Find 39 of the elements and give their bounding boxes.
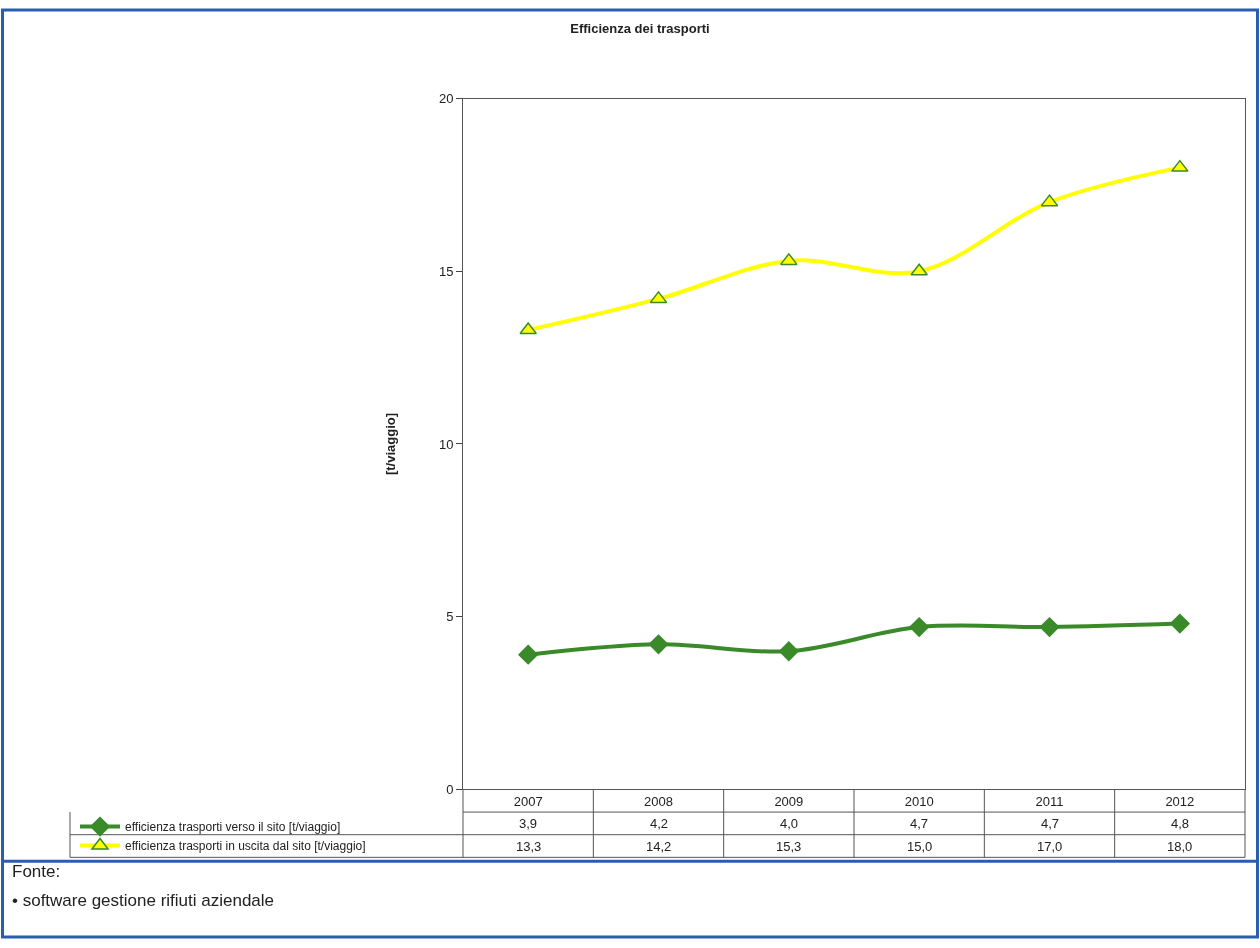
y-tick-label: 10 — [438, 436, 454, 452]
point — [778, 641, 799, 662]
point — [1171, 159, 1189, 172]
x-tick-label: 2009 — [774, 794, 804, 810]
point — [1169, 613, 1190, 634]
x-tick-label: 2011 — [1035, 794, 1064, 810]
text: • software gestione rifiuti aziendale — [12, 891, 275, 910]
y-tick-label: 15 — [438, 263, 454, 279]
data-label: 14,2 — [646, 839, 672, 854]
point — [780, 253, 798, 266]
data-label: 3,9 — [519, 816, 538, 831]
y-tick-label: 5 — [446, 609, 454, 625]
legend-label: efficienza trasporti verso il sito [t/viaggio] — [125, 820, 341, 835]
y-tick-label: 20 — [438, 91, 454, 107]
point — [910, 263, 928, 276]
data-label: 15,3 — [776, 839, 802, 854]
point — [518, 644, 539, 665]
y-axis-title: [t/viaggio] — [382, 412, 398, 476]
data-label: 4,0 — [780, 816, 799, 831]
data-label: 13,3 — [516, 839, 542, 854]
y-tick-label: 0 — [446, 781, 454, 797]
data-label: 15,0 — [907, 839, 933, 854]
data-label: 4,2 — [650, 816, 669, 831]
data-label: 4,8 — [1171, 816, 1190, 831]
data-label: 17,0 — [1037, 839, 1063, 854]
point — [648, 634, 669, 655]
data-label: 4,7 — [1041, 816, 1060, 831]
point — [909, 617, 930, 637]
legend-label: efficienza trasporti in uscita dal sito [t/viaggio] — [125, 839, 366, 854]
data-label: 18,0 — [1167, 839, 1193, 854]
x-tick-label: 2012 — [1165, 794, 1195, 810]
data-label: 4,7 — [910, 816, 929, 831]
chart-title: Efficienza dei trasporti — [570, 20, 710, 36]
x-tick-label: 2007 — [513, 794, 543, 810]
point — [1039, 617, 1060, 637]
point — [519, 322, 537, 335]
x-tick-label: 2008 — [644, 794, 673, 810]
source-note: Fonte: — [12, 862, 61, 881]
x-tick-label: 2010 — [904, 794, 934, 810]
